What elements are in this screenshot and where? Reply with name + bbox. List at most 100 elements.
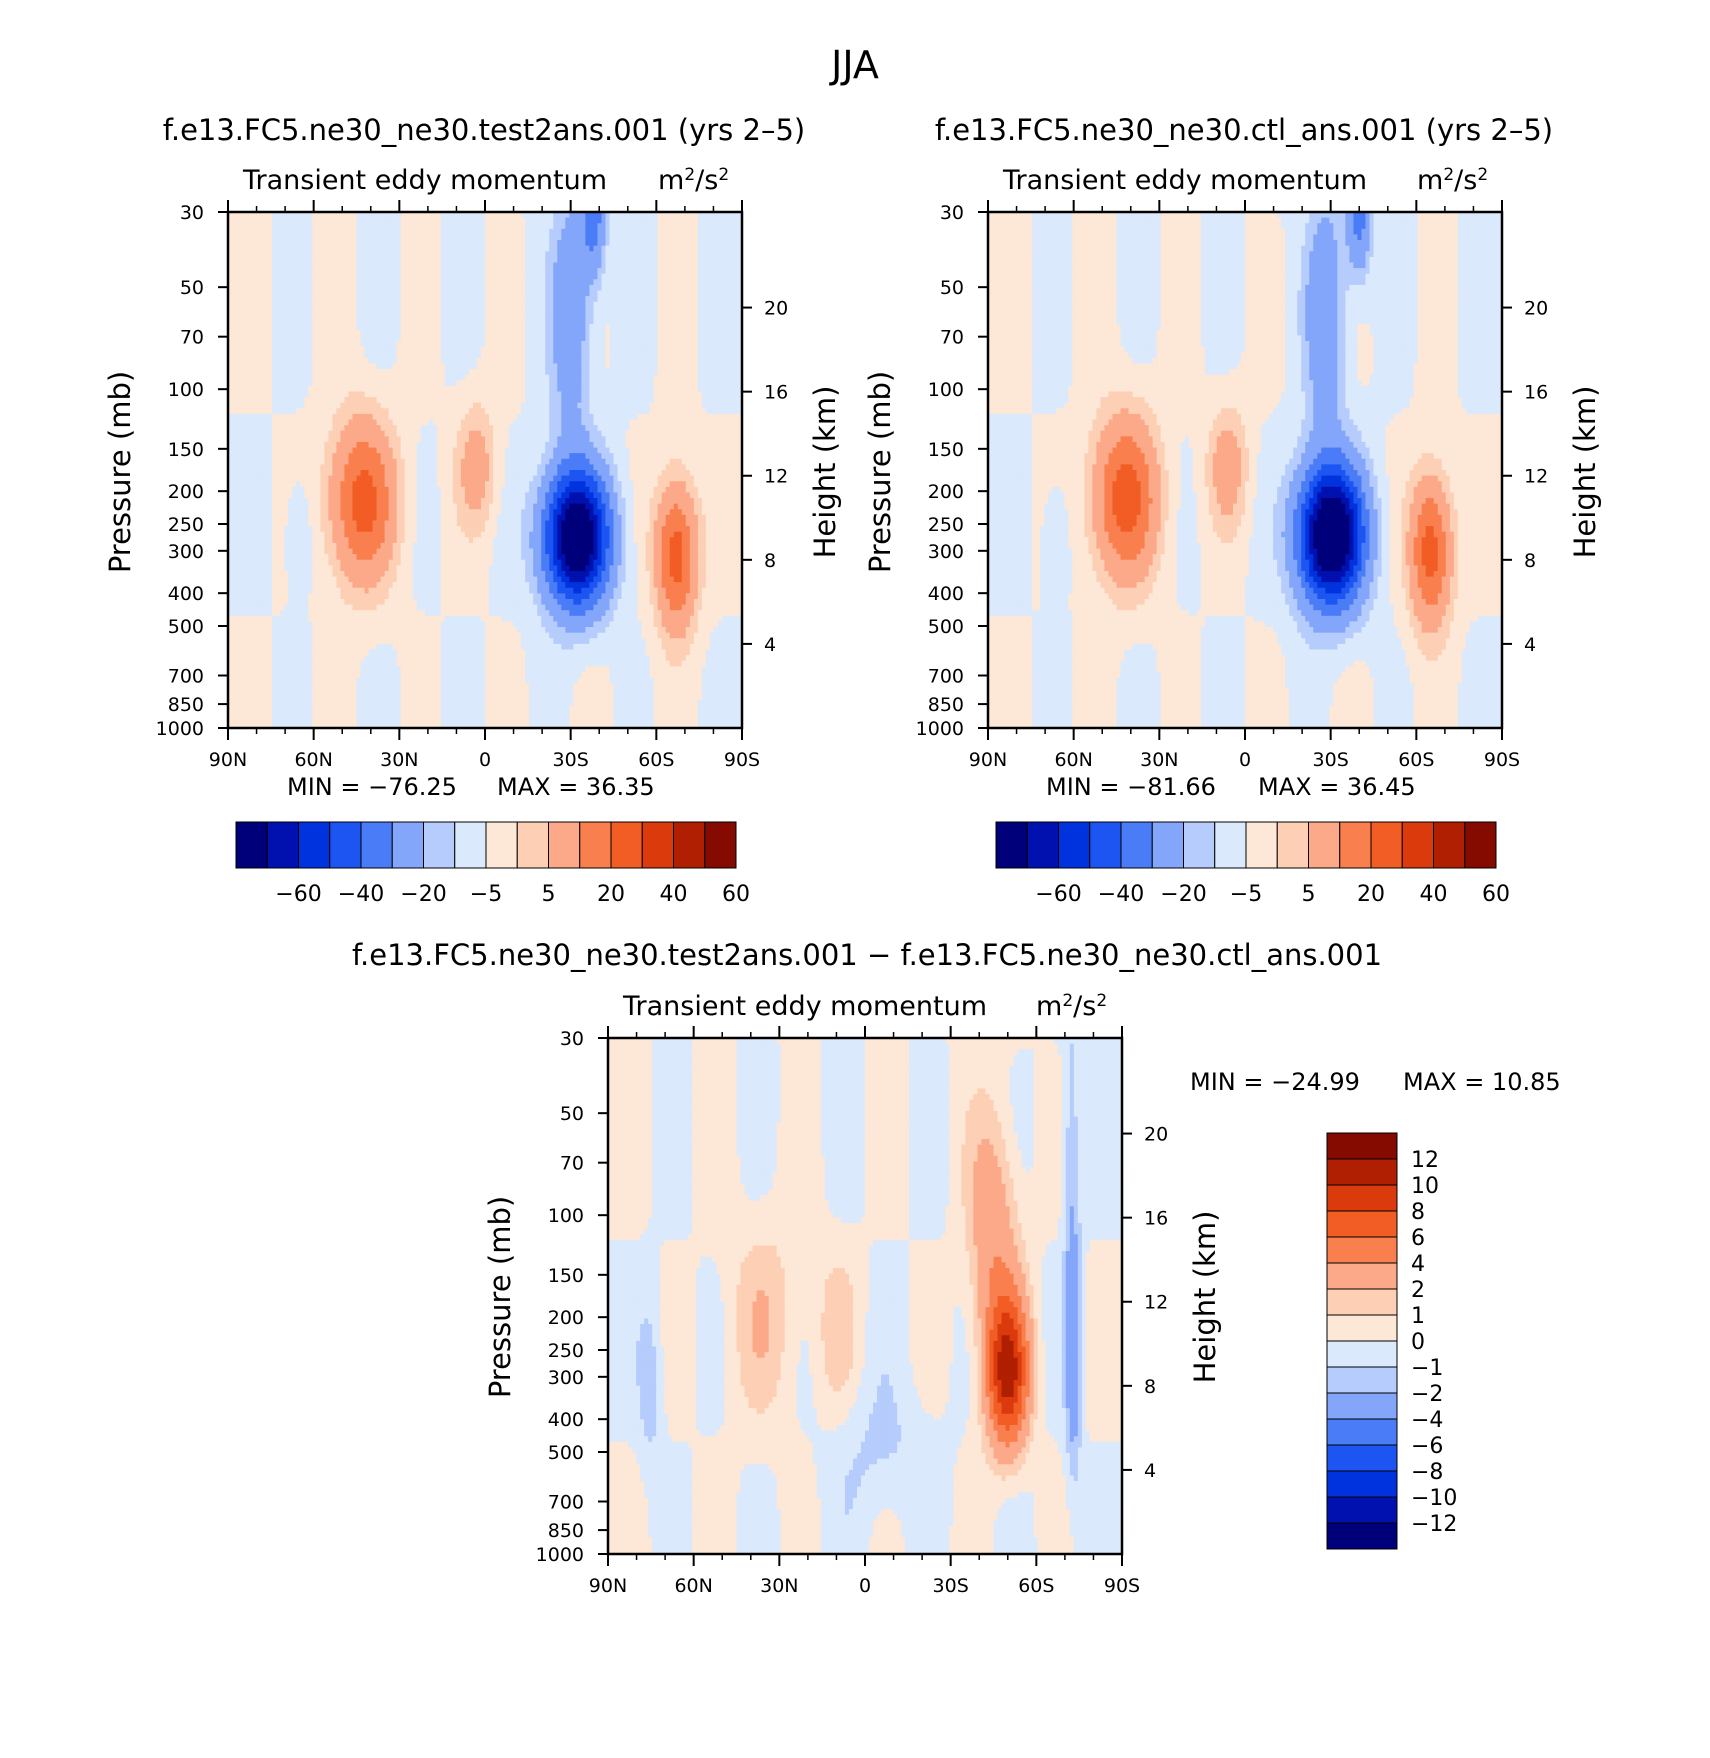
panel-test-units: m2/s2 — [658, 165, 729, 196]
heatmap-cell — [405, 240, 410, 246]
heatmap-cell — [642, 257, 647, 263]
heatmap-cell — [573, 251, 578, 257]
heatmap-cell — [730, 240, 735, 246]
heatmap-cell — [694, 234, 699, 240]
heatmap-cell — [694, 218, 699, 224]
heatmap-cell — [461, 257, 466, 263]
heatmap-cell — [622, 246, 627, 252]
heatmap-cell — [405, 223, 410, 229]
heatmap-cell — [714, 240, 719, 246]
heatmap-cell — [352, 223, 357, 229]
heatmap-cell — [248, 218, 253, 224]
heatmap-cell — [252, 246, 257, 252]
heatmap-cell — [260, 246, 265, 252]
heatmap-cell — [369, 246, 374, 252]
heatmap-cell — [726, 234, 731, 240]
heatmap-cell — [433, 234, 438, 240]
heatmap-cell — [348, 234, 353, 240]
heatmap-cell — [348, 240, 353, 246]
heatmap-cell — [437, 251, 442, 257]
heatmap-cell — [389, 229, 394, 235]
heatmap-cell — [413, 240, 418, 246]
heatmap-cell — [489, 229, 494, 235]
heatmap-cell — [497, 246, 502, 252]
heatmap-cell — [381, 234, 386, 240]
heatmap-cell — [336, 246, 341, 252]
heatmap-cell — [501, 218, 506, 224]
heatmap-cell — [517, 223, 522, 229]
heatmap-cell — [581, 257, 586, 263]
heatmap-cell — [678, 229, 683, 235]
heatmap-cell — [264, 251, 269, 257]
heatmap-cell — [256, 246, 261, 252]
heatmap-cell — [666, 240, 671, 246]
heatmap-cell — [533, 234, 538, 240]
heatmap-cell — [425, 251, 430, 257]
heatmap-cell — [497, 257, 502, 263]
heatmap-cell — [312, 240, 317, 246]
heatmap-cell — [489, 234, 494, 240]
heatmap-cell — [646, 251, 651, 257]
heatmap-cell — [537, 234, 542, 240]
heatmap-cell — [272, 223, 277, 229]
heatmap-cell — [666, 218, 671, 224]
heatmap-cell — [425, 229, 430, 235]
heatmap-cell — [593, 218, 598, 224]
heatmap-cell — [726, 251, 731, 257]
heatmap-cell — [593, 223, 598, 229]
heatmap-cell — [702, 218, 707, 224]
heatmap-cell — [312, 251, 317, 257]
heatmap-cell — [690, 223, 695, 229]
heatmap-cell — [377, 246, 382, 252]
heatmap-cell — [276, 223, 281, 229]
heatmap-cell — [630, 218, 635, 224]
heatmap-cell — [332, 218, 337, 224]
heatmap-cell — [300, 240, 305, 246]
heatmap-cell — [340, 251, 345, 257]
heatmap-cell — [296, 240, 301, 246]
heatmap-cell — [670, 240, 675, 246]
heatmap-cell — [489, 240, 494, 246]
heatmap-cell — [626, 251, 631, 257]
heatmap-cell — [521, 218, 526, 224]
heatmap-cell — [300, 229, 305, 235]
heatmap-cell — [525, 223, 530, 229]
heatmap-cell — [513, 234, 518, 240]
heatmap-cell — [662, 251, 667, 257]
heatmap-cell — [690, 246, 695, 252]
heatmap-cell — [352, 257, 357, 263]
heatmap-cell — [328, 218, 333, 224]
heatmap-cell — [634, 240, 639, 246]
heatmap-cell — [352, 234, 357, 240]
heatmap-cell — [601, 229, 606, 235]
heatmap-cell — [698, 251, 703, 257]
heatmap-cell — [710, 240, 715, 246]
heatmap-cell — [304, 240, 309, 246]
heatmap-cell — [352, 218, 357, 224]
heatmap-cell — [605, 229, 610, 235]
heatmap-cell — [505, 229, 510, 235]
heatmap-cell — [429, 223, 434, 229]
heatmap-cell — [280, 218, 285, 224]
heatmap-cell — [553, 240, 558, 246]
heatmap-cell — [609, 234, 614, 240]
heatmap-cell — [357, 251, 362, 257]
heatmap-cell — [252, 251, 257, 257]
heatmap-cell — [264, 240, 269, 246]
heatmap-cell — [573, 234, 578, 240]
heatmap-cell — [601, 218, 606, 224]
heatmap-cell — [389, 218, 394, 224]
heatmap-cell — [545, 240, 550, 246]
heatmap-cell — [312, 257, 317, 263]
heatmap-cell — [521, 234, 526, 240]
heatmap-cell — [332, 229, 337, 235]
heatmap-cell — [658, 240, 663, 246]
heatmap-cell — [622, 234, 627, 240]
heatmap-cell — [481, 234, 486, 240]
heatmap-cell — [734, 246, 739, 252]
heatmap-cell — [706, 218, 711, 224]
heatmap-cell — [332, 246, 337, 252]
heatmap-cell — [549, 246, 554, 252]
heatmap-cell — [670, 229, 675, 235]
heatmap-cell — [280, 257, 285, 263]
